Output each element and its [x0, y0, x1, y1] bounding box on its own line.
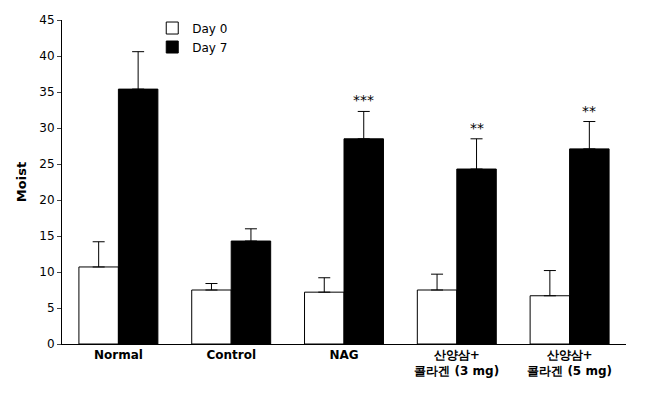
svg-text:Control: Control	[206, 348, 256, 362]
svg-text:***: ***	[353, 92, 374, 108]
svg-text:Normal: Normal	[94, 348, 143, 362]
svg-text:35: 35	[39, 85, 54, 99]
svg-text:0: 0	[47, 337, 55, 351]
svg-text:20: 20	[39, 193, 54, 207]
svg-text:**: **	[470, 120, 484, 136]
svg-text:Day 7: Day 7	[192, 41, 227, 55]
svg-text:산양삼+콜라겐 (5 mg): 산양삼+콜라겐 (5 mg)	[527, 348, 612, 378]
svg-text:10: 10	[39, 265, 54, 279]
svg-text:30: 30	[39, 121, 54, 135]
svg-text:45: 45	[39, 13, 54, 27]
svg-text:산양삼+콜라겐 (3 mg): 산양삼+콜라겐 (3 mg)	[414, 348, 499, 378]
svg-text:40: 40	[39, 49, 54, 63]
svg-text:**: **	[582, 103, 596, 119]
svg-text:5: 5	[47, 301, 55, 315]
svg-text:15: 15	[39, 229, 54, 243]
svg-text:25: 25	[39, 157, 54, 171]
svg-text:Day 0: Day 0	[192, 22, 227, 36]
svg-text:Moist: Moist	[14, 162, 29, 202]
svg-text:NAG: NAG	[329, 348, 358, 362]
